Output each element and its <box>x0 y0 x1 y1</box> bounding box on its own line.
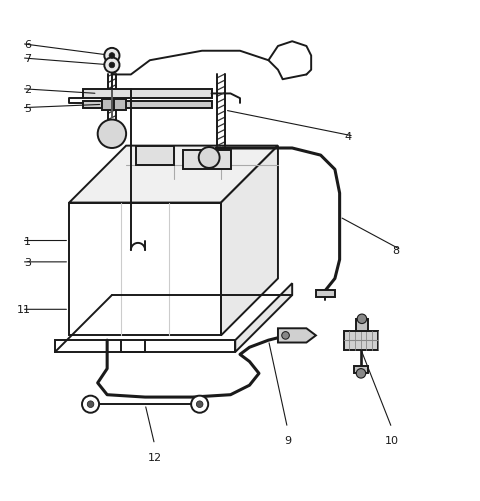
Text: 10: 10 <box>385 435 399 445</box>
Polygon shape <box>69 203 221 336</box>
Circle shape <box>87 401 94 408</box>
Text: 1: 1 <box>24 236 31 246</box>
Polygon shape <box>221 146 278 336</box>
Polygon shape <box>316 291 335 298</box>
Polygon shape <box>183 151 230 170</box>
Polygon shape <box>84 101 212 108</box>
Polygon shape <box>344 331 378 350</box>
Polygon shape <box>84 90 212 99</box>
Circle shape <box>82 396 99 413</box>
Polygon shape <box>278 329 316 343</box>
Polygon shape <box>356 319 368 331</box>
Polygon shape <box>102 100 126 110</box>
Text: 3: 3 <box>24 258 31 268</box>
Text: 11: 11 <box>17 305 31 315</box>
Polygon shape <box>235 284 292 352</box>
Text: 2: 2 <box>24 85 31 95</box>
Circle shape <box>104 58 120 74</box>
Circle shape <box>356 369 366 378</box>
Text: 7: 7 <box>24 54 31 64</box>
Text: 5: 5 <box>24 104 31 113</box>
Circle shape <box>97 120 126 149</box>
Circle shape <box>104 49 120 64</box>
Polygon shape <box>69 146 278 203</box>
Polygon shape <box>55 341 235 352</box>
Circle shape <box>109 63 115 69</box>
Polygon shape <box>354 367 368 374</box>
Circle shape <box>109 54 115 59</box>
Circle shape <box>196 401 203 408</box>
Circle shape <box>199 148 219 168</box>
Text: 6: 6 <box>24 40 31 50</box>
Circle shape <box>191 396 208 413</box>
Polygon shape <box>136 146 174 165</box>
Circle shape <box>282 332 289 340</box>
Circle shape <box>357 315 367 324</box>
Text: 12: 12 <box>147 452 162 462</box>
Text: 8: 8 <box>392 245 399 256</box>
Text: 4: 4 <box>344 132 351 142</box>
Text: 9: 9 <box>284 435 291 445</box>
